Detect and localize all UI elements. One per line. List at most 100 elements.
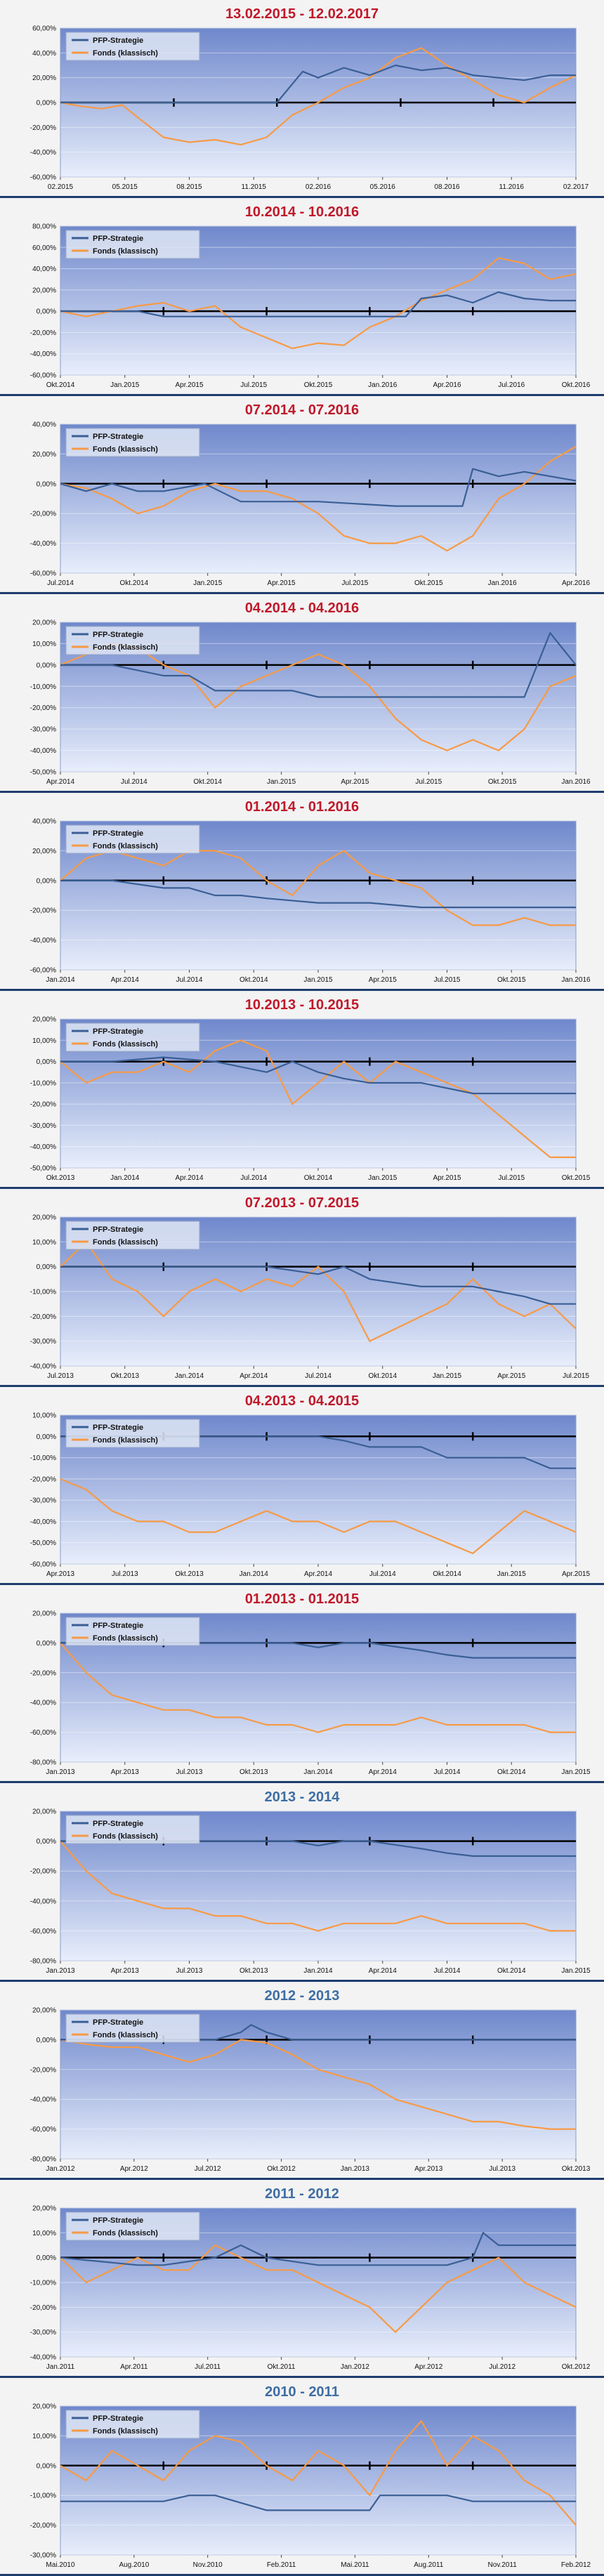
y-tick-label: 20,00% bbox=[32, 2205, 56, 2213]
x-tick-label: Okt.2014 bbox=[120, 579, 149, 587]
x-tick-label: Jan.2016 bbox=[561, 778, 591, 786]
x-tick-label: Okt.2014 bbox=[497, 1768, 526, 1776]
x-tick-label: Okt.2014 bbox=[46, 381, 75, 389]
x-tick-label: Jul.2015 bbox=[434, 976, 461, 984]
y-tick-label: -10,00% bbox=[30, 2280, 56, 2287]
x-tick-label: Okt.2015 bbox=[562, 1174, 591, 1182]
x-tick-label: Jan.2015 bbox=[267, 778, 296, 786]
y-tick-label: -60,00% bbox=[30, 1928, 56, 1936]
legend-strategy-label: PFP-Strategie bbox=[93, 433, 143, 441]
legend: PFP-Strategie Fonds (klassisch) bbox=[65, 1617, 200, 1646]
y-tick-label: 10,00% bbox=[32, 1412, 56, 1420]
legend-box bbox=[65, 2013, 200, 2043]
x-tick-label: Apr.2016 bbox=[433, 381, 461, 389]
y-tick-label: -20,00% bbox=[30, 1669, 56, 1677]
legend-fund-label: Fonds (klassisch) bbox=[93, 643, 158, 652]
strategy-series-line bbox=[60, 1266, 576, 1305]
strategy-series-line bbox=[60, 632, 577, 698]
line-chart: 20,00% 10,00% 0,00% -10,00% -20,00% -30,00% -4… bbox=[30, 1016, 591, 1183]
legend-fund-label: Fonds (klassisch) bbox=[93, 247, 158, 256]
y-tick-label: -40,00% bbox=[30, 2354, 56, 2362]
y-tick-label: -20,00% bbox=[30, 907, 56, 915]
strategy-series-line bbox=[60, 468, 577, 507]
y-tick-label: -20,00% bbox=[30, 1313, 56, 1321]
strategy-series-line bbox=[60, 1435, 576, 1469]
chart-title: 04.2014 - 04.2016 bbox=[244, 600, 360, 616]
legend-strategy-label: PFP-Strategie bbox=[93, 1622, 143, 1630]
chart-panel: 10.2013 - 10.2015 20,00% 10,00% 0,00% -10,00… bbox=[0, 991, 604, 1189]
line-chart: 80,00% 60,00% 40,00% 20,00% 0,00% -20,00% -40,… bbox=[30, 223, 591, 390]
x-tick-label: Jul.2015 bbox=[415, 778, 442, 786]
legend-box bbox=[65, 1617, 200, 1646]
x-tick-label: Apr.2014 bbox=[46, 778, 74, 786]
x-tick-label: Apr.2011 bbox=[120, 2363, 148, 2371]
x-tick-label: Apr.2014 bbox=[369, 1967, 397, 1975]
x-tick-label: Apr.2015 bbox=[341, 778, 369, 786]
x-tick-label: Jul.2015 bbox=[240, 381, 267, 389]
chart-panel: 13.02.2015 - 12.02.2017 60,00% 40,00% 20,00… bbox=[0, 0, 604, 198]
x-tick-label: Apr.2015 bbox=[562, 1570, 590, 1578]
legend: PFP-Strategie Fonds (klassisch) bbox=[65, 2013, 200, 2043]
legend-strategy-label: PFP-Strategie bbox=[93, 37, 143, 45]
strategy-series-line bbox=[60, 1840, 576, 1858]
x-tick-label: Apr.2013 bbox=[111, 1967, 139, 1975]
y-tick-label: 20,00% bbox=[32, 2403, 56, 2411]
y-tick-label: -60,00% bbox=[30, 174, 56, 182]
y-tick-label: -30,00% bbox=[30, 2552, 56, 2560]
y-tick-label: 20,00% bbox=[32, 1808, 56, 1816]
x-tick-label: Jul.2012 bbox=[195, 2165, 221, 2173]
y-tick-label: 0,00% bbox=[37, 2462, 56, 2470]
chart-panel: 07.2014 - 07.2016 40,00% 20,00% 0,00% -20,00… bbox=[0, 396, 604, 594]
x-tick-label: Jul.2013 bbox=[176, 1967, 203, 1975]
y-tick-label: -60,00% bbox=[30, 2126, 56, 2134]
x-tick-label: Jul.2013 bbox=[112, 1570, 138, 1578]
x-tick-label: Okt.2014 bbox=[368, 1372, 397, 1380]
legend: PFP-Strategie Fonds (klassisch) bbox=[65, 626, 200, 655]
legend: PFP-Strategie Fonds (klassisch) bbox=[65, 230, 200, 259]
y-tick-label: 0,00% bbox=[37, 480, 56, 488]
y-tick-label: 0,00% bbox=[37, 2037, 56, 2044]
y-tick-label: -20,00% bbox=[30, 329, 56, 337]
x-tick-label: Okt.2012 bbox=[562, 2363, 591, 2371]
x-tick-label: Okt.2014 bbox=[193, 778, 222, 786]
y-tick-label: -10,00% bbox=[30, 683, 56, 691]
x-tick-label: Okt.2014 bbox=[239, 976, 268, 984]
x-tick-label: Okt.2013 bbox=[562, 2165, 591, 2173]
y-tick-label: -20,00% bbox=[30, 1868, 56, 1876]
line-chart: 20,00% 10,00% 0,00% -10,00% -20,00% -30,00% -4… bbox=[30, 1214, 590, 1381]
y-tick-label: -10,00% bbox=[30, 1289, 56, 1296]
chart-panel: 04.2013 - 04.2015 10,00% 0,00% -10,00% -20,0… bbox=[0, 1387, 604, 1585]
y-tick-label: 0,00% bbox=[37, 1838, 56, 1846]
fund-series-line bbox=[60, 2420, 577, 2526]
x-tick-label: Apr.2013 bbox=[111, 1768, 139, 1776]
x-tick-label: Jul.2012 bbox=[489, 2363, 516, 2371]
legend-box bbox=[65, 1023, 200, 1052]
legend-strategy-label: PFP-Strategie bbox=[93, 1820, 143, 1828]
legend-box bbox=[65, 1221, 200, 1250]
strategy-series-line bbox=[60, 879, 576, 909]
x-tick-label: Jul.2011 bbox=[195, 2363, 221, 2371]
x-tick-label: Jan.2012 bbox=[341, 2363, 370, 2371]
y-tick-label: -20,00% bbox=[30, 704, 56, 712]
legend: PFP-Strategie Fonds (klassisch) bbox=[65, 824, 200, 854]
legend-box bbox=[65, 626, 200, 655]
legend-strategy-label: PFP-Strategie bbox=[93, 631, 143, 639]
y-tick-label: 10,00% bbox=[32, 1239, 56, 1247]
chart-title: 07.2014 - 07.2016 bbox=[244, 402, 360, 418]
x-tick-label: Okt.2014 bbox=[497, 1967, 526, 1975]
x-tick-label: Jan.2014 bbox=[303, 1967, 333, 1975]
y-tick-label: -40,00% bbox=[30, 149, 56, 157]
y-tick-label: -50,00% bbox=[30, 769, 56, 777]
x-tick-label: Okt.2015 bbox=[414, 579, 443, 587]
x-tick-label: Jul.2013 bbox=[489, 2165, 516, 2173]
x-tick-label: Jul.2013 bbox=[176, 1768, 203, 1776]
y-tick-label: 10,00% bbox=[32, 1037, 56, 1045]
x-tick-label: Jan.2015 bbox=[193, 579, 223, 587]
y-tick-label: 0,00% bbox=[37, 100, 56, 107]
chart-title: 2010 - 2011 bbox=[265, 2384, 339, 2400]
x-tick-label: 05.2016 bbox=[370, 183, 396, 191]
x-tick-label: Okt.2016 bbox=[562, 381, 591, 389]
y-tick-label: -40,00% bbox=[30, 2096, 56, 2104]
x-tick-label: 02.2017 bbox=[563, 183, 589, 191]
y-tick-label: -20,00% bbox=[30, 124, 56, 132]
